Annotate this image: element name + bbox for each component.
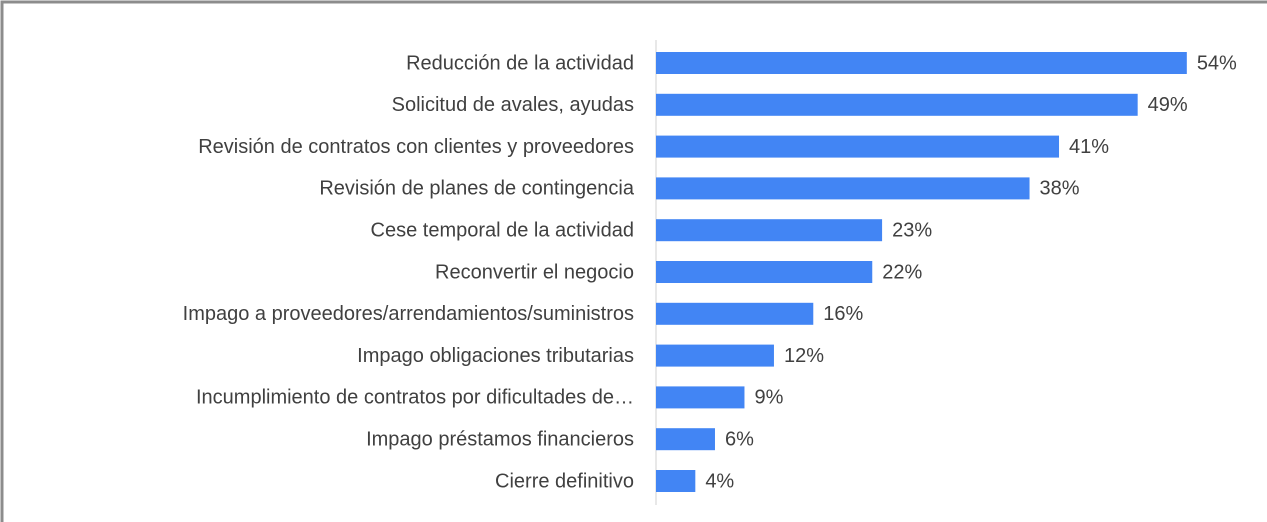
value-label: 6%	[725, 428, 754, 450]
bar	[656, 302, 814, 325]
bar	[656, 261, 873, 283]
value-label: 22%	[882, 261, 922, 283]
bar	[656, 177, 1030, 200]
value-label: 49%	[1148, 94, 1188, 116]
bar	[656, 52, 1187, 74]
category-label: Impago a proveedores/arrendamientos/sumi…	[183, 303, 634, 325]
bar	[656, 93, 1138, 116]
category-label: Cese temporal de la actividad	[371, 219, 634, 241]
bar	[656, 219, 883, 242]
bar	[656, 386, 745, 409]
category-label: Reconvertir el negocio	[435, 261, 634, 283]
category-label: Revisión de planes de contingencia	[319, 178, 635, 200]
category-label: Revisión de contratos con clientes y pro…	[198, 136, 634, 158]
category-label: Solicitud de avales, ayudas	[392, 94, 634, 116]
bar	[656, 470, 696, 492]
value-label: 41%	[1069, 136, 1109, 158]
value-label: 16%	[823, 303, 863, 325]
value-label: 38%	[1040, 178, 1080, 200]
category-label: Impago préstamos financieros	[366, 428, 634, 450]
bar	[656, 344, 774, 367]
category-label: Impago obligaciones tributarias	[357, 345, 634, 367]
category-label: Cierre definitivo	[495, 470, 634, 492]
bar	[656, 428, 715, 451]
category-label: Incumplimiento de contratos por dificult…	[196, 387, 634, 409]
value-label: 12%	[784, 345, 824, 367]
value-label: 4%	[705, 470, 734, 492]
bar	[656, 135, 1060, 158]
value-label: 54%	[1197, 52, 1237, 74]
value-label: 9%	[754, 387, 783, 409]
category-label: Reducción de la actividad	[406, 52, 634, 74]
value-label: 23%	[892, 219, 932, 241]
